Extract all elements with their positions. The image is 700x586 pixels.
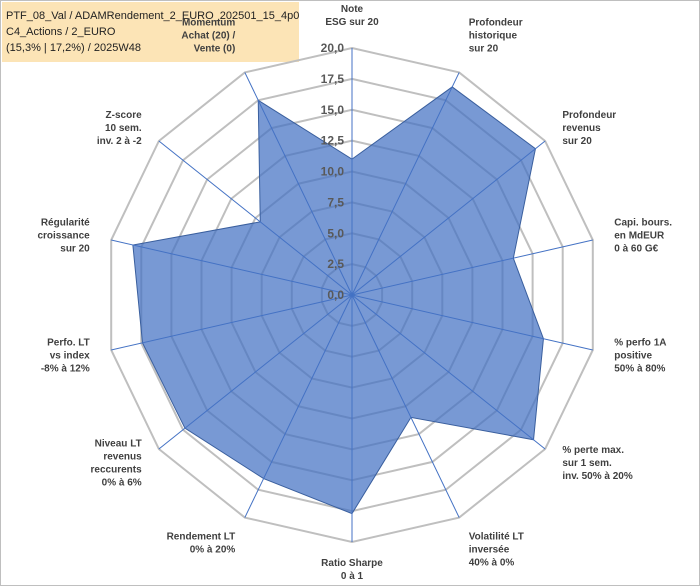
category-label: Régularité croissance sur 20 [37,218,90,255]
category-label-line: Z-score [106,110,143,121]
category-label-line: Profondeur [562,110,616,121]
category-label-line: en MdEUR [614,231,665,242]
category-label-line: 10 sem. [105,123,142,134]
spoke [351,294,460,518]
category-label-line: sur 20 [60,244,90,255]
r-tick-label: 20,0 [321,41,345,55]
category-label: % perte max. sur 1 sem. inv. 50% à 20% [562,445,633,482]
category-label-line: 0% à 6% [102,478,142,489]
spoke [244,294,353,518]
spoke [351,140,546,296]
category-label-line: Profondeur [469,18,523,29]
category-label: Profondeur revenus sur 20 [562,110,616,147]
category-label: Volatilité LT inversée 40% à 0% [469,531,524,568]
category-label: Ratio Sharpe 0 à 1 [321,558,383,582]
category-label-line: 0 à 1 [341,571,364,582]
category-label-line: sur 20 [562,136,592,147]
category-label-line: Ratio Sharpe [321,558,383,569]
category-label-line: Rendement LT [167,531,236,542]
category-label-line: Momentum [182,18,235,29]
chart-title: (15,3% | 17,2%) / 2025W48 [6,42,141,54]
category-label: Profondeur historique sur 20 [469,18,523,55]
spoke [111,294,353,351]
r-tick-label: 0,0 [327,288,344,302]
category-label-line: vs index [50,350,90,361]
spoke [158,140,353,296]
r-tick-label: 5,0 [327,226,344,240]
spoke [351,239,593,296]
category-label-line: inv. 50% à 20% [562,471,633,482]
r-tick-label: 12,5 [321,134,345,148]
category-label-line: positive [614,350,652,361]
spoke [158,294,353,450]
category-label: Perfo. LT vs index -8% à 12% [41,337,90,374]
category-label: Z-score 10 sem. inv. 2 à -2 [97,110,142,147]
category-label-line: Vente (0) [194,44,236,55]
r-tick-label: 2,5 [327,257,344,271]
category-label: Niveau LT revenus reccurents 0% à 6% [91,439,143,489]
category-label-line: Capi. bours. [614,218,672,229]
r-tick-label: 7,5 [327,195,344,209]
category-label-line: revenus [103,452,142,463]
category-label-line: 0 à 60 G€ [614,244,658,255]
category-label-line: sur 1 sem. [562,458,612,469]
category-label-line: 40% à 0% [469,557,515,568]
category-label: Note ESG sur 20 [325,4,379,28]
spoke [351,294,593,351]
category-label-line: Note [341,4,364,15]
chart-title: C4_Actions / 2_EURO [6,26,116,38]
spoke [351,294,546,450]
category-label-line: Régularité [41,218,90,229]
category-label: Rendement LT 0% à 20% [167,531,236,555]
category-label: Momentum Achat (20) / Vente (0) [181,18,235,55]
category-label: Capi. bours. en MdEUR 0 à 60 G€ [614,218,672,255]
title-box [2,2,299,62]
category-label: % perfo 1A positive 50% à 80% [614,337,666,374]
category-label-line: inv. 2 à -2 [97,136,142,147]
category-label-line: revenus [562,123,601,134]
category-label-line: croissance [37,231,90,242]
category-label-line: -8% à 12% [41,363,90,374]
spoke [111,239,353,296]
category-label-line: ESG sur 20 [325,17,379,28]
category-label-line: reccurents [91,465,143,476]
category-label-line: Achat (20) / [181,31,235,42]
category-label-line: % perte max. [562,445,624,456]
r-tick-label: 17,5 [321,72,345,86]
category-label-line: % perfo 1A [614,337,666,348]
category-label-line: 50% à 80% [614,363,665,374]
category-label-line: Volatilité LT [469,531,524,542]
spoke [351,72,460,296]
category-label-line: 0% à 20% [190,544,236,555]
spoke [244,72,353,296]
category-label-line: Niveau LT [95,439,142,450]
category-label-line: historique [469,31,518,42]
category-label-line: sur 20 [469,44,499,55]
r-tick-label: 15,0 [321,103,345,117]
category-label-line: inversée [469,544,510,555]
category-label-line: Perfo. LT [47,337,90,348]
r-tick-label: 10,0 [321,165,345,179]
chart-title: PTF_08_Val / ADAMRendement_2_EURO_202501… [6,10,299,22]
